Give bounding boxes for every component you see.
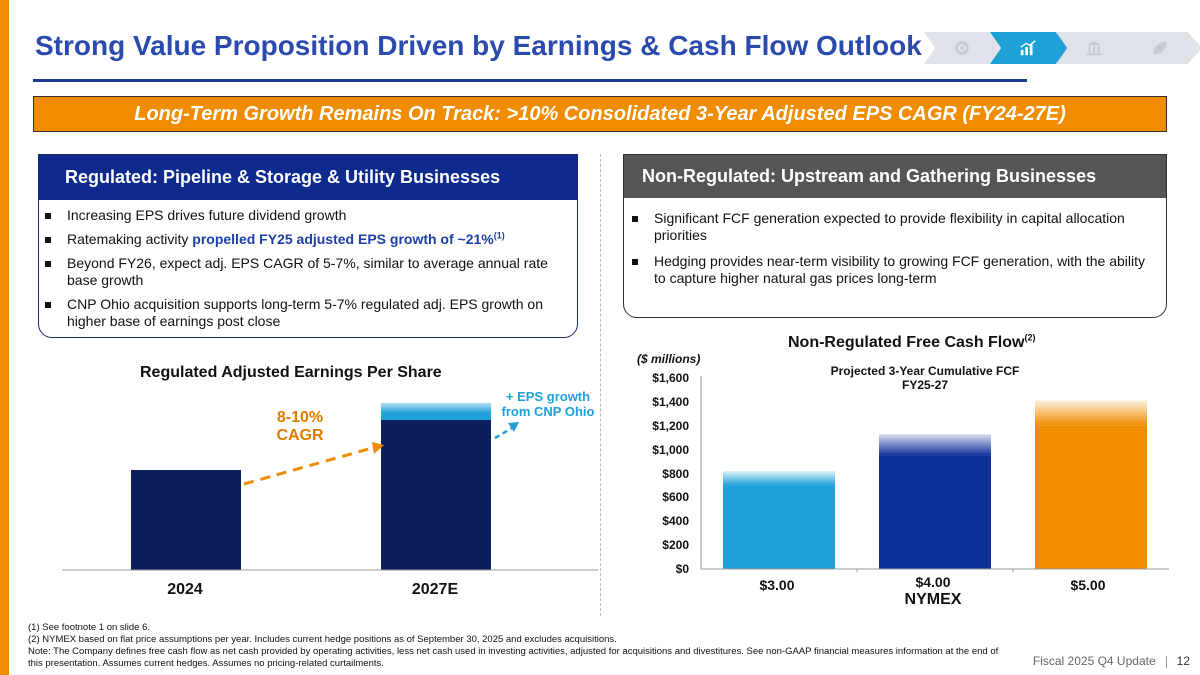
building-icon (1086, 40, 1102, 56)
bullet-item: Beyond FY26, expect adj. EPS CAGR of 5-7… (45, 255, 559, 289)
page-title: Strong Value Proposition Driven by Earni… (35, 30, 922, 61)
fcf-tick-label: $1,000 (652, 442, 689, 457)
fcf-tick-label: $200 (662, 538, 689, 553)
footnote-2: (2) NYMEX based on flat price assumption… (28, 634, 617, 645)
footnote-ref: (2) (1024, 332, 1036, 343)
banner-text: Long-Term Growth Remains On Track: >10% … (134, 102, 1066, 125)
leaf-icon (1153, 41, 1167, 55)
fcf-chart-title: Non-Regulated Free Cash Flow(2) (788, 332, 1036, 352)
bullet-item: Hedging provides near-term visibility to… (632, 253, 1152, 287)
fcf-tick-label: $600 (662, 490, 689, 505)
eps-chart-title: Regulated Adjusted Earnings Per Share (140, 364, 442, 381)
eps-bar-2024 (131, 470, 241, 570)
footnote-1: (1) See footnote 1 on slide 6. (28, 622, 150, 633)
fcf-category-label: $3.00 (759, 577, 795, 593)
fcf-unit-label: ($ millions) (637, 352, 701, 366)
cnp-arrow-line (494, 426, 513, 440)
nav-step-growth[interactable] (990, 32, 1070, 64)
fcf-tick-label: $800 (662, 466, 689, 481)
cnp-label-line1: + EPS growth (505, 389, 591, 404)
title-underline (33, 79, 1027, 82)
fcf-bar-range-3 (1035, 400, 1147, 426)
headline-banner: Long-Term Growth Remains On Track: >10% … (33, 96, 1167, 132)
page-footer: Fiscal 2025 Q4 Update 12 (1033, 654, 1190, 668)
cagr-label: 8-10% CAGR (273, 409, 327, 445)
eps-category-label: 2027E (411, 581, 459, 598)
fcf-bar-3 (1035, 425, 1147, 569)
eps-category-label: 2024 (167, 581, 203, 598)
fcf-category-label: $4.00 (915, 574, 951, 590)
bar-chart-icon (1020, 40, 1036, 56)
nonregulated-panel: Non-Regulated: Upstream and Gathering Bu… (623, 154, 1167, 318)
footnote-note: Note: The Company defines free cash flow… (28, 646, 999, 669)
bullet-item: Ratemaking activity propelled FY25 adjus… (45, 230, 559, 248)
footer-label: Fiscal 2025 Q4 Update (1032, 654, 1156, 668)
fcf-category-label: $5.00 (1070, 577, 1106, 593)
page-number: 12 (1176, 654, 1190, 668)
fcf-bar-range-2 (879, 434, 991, 456)
cagr-value: 8-10% (276, 409, 324, 426)
nav-step-sustainability[interactable] (1122, 32, 1200, 64)
fcf-tick-label: $0 (675, 562, 689, 576)
eps-growth-range (381, 403, 491, 420)
cnp-label-line2: from CNP Ohio (501, 404, 595, 419)
fcf-subtitle-line2: FY25-27 (901, 378, 949, 392)
left-accent-bar (0, 0, 9, 675)
fcf-subtitle-line1: Projected 3-Year Cumulative FCF (830, 364, 1020, 378)
fcf-tick-label: $1,200 (652, 418, 689, 433)
fcf-subtitle: Projected 3-Year Cumulative FCF FY25-27 (790, 364, 1060, 392)
footer-divider (1165, 655, 1167, 668)
eps-bar-2027E (381, 420, 491, 570)
cagr-arrow-head (372, 442, 384, 454)
bullet-item: CNP Ohio acquisition supports long-term … (45, 296, 559, 330)
nonregulated-bullets: Significant FCF generation expected to p… (624, 198, 1166, 287)
bullet-item: Increasing EPS drives future dividend gr… (45, 207, 559, 224)
bullet-item: Significant FCF generation expected to p… (632, 210, 1152, 244)
gear-icon (955, 41, 969, 55)
fcf-chart (700, 376, 1169, 572)
fcf-tick-label: $1,600 (652, 371, 689, 385)
footnote-ref: (1) (493, 230, 505, 241)
eps-chart (62, 403, 598, 571)
cnp-arrow-head (508, 422, 519, 432)
fcf-bar-range-1 (723, 471, 835, 486)
fcf-title-text: Non-Regulated Free Cash Flow (788, 334, 1025, 351)
regulated-bullets: Increasing EPS drives future dividend gr… (39, 200, 577, 330)
nav-step-operations[interactable] (924, 32, 1004, 64)
fcf-bar-1 (723, 485, 835, 569)
fcf-tick-label: $1,400 (652, 394, 689, 409)
nav-step-regulated[interactable] (1056, 32, 1136, 64)
footnotes: (1) See footnote 1 on slide 6. (2) NYMEX… (28, 622, 1028, 670)
regulated-panel: Regulated: Pipeline & Storage & Utility … (38, 154, 578, 338)
bullet-text: Ratemaking activity (67, 231, 193, 247)
fcf-tick-label: $400 (662, 514, 689, 529)
section-nav (924, 32, 1200, 64)
nonregulated-header: Non-Regulated: Upstream and Gathering Bu… (624, 155, 1166, 198)
fcf-x-axis-label: NYMEX (904, 591, 962, 608)
regulated-header: Regulated: Pipeline & Storage & Utility … (39, 155, 577, 200)
fcf-bar-2 (879, 455, 991, 569)
cagr-arrow-line (243, 446, 373, 486)
bullet-highlight: propelled FY25 adjusted EPS growth of ~2… (192, 231, 494, 247)
cnp-growth-label: + EPS growth from CNP Ohio (497, 389, 599, 419)
cagr-text: CAGR (276, 427, 324, 444)
column-divider (600, 154, 601, 616)
